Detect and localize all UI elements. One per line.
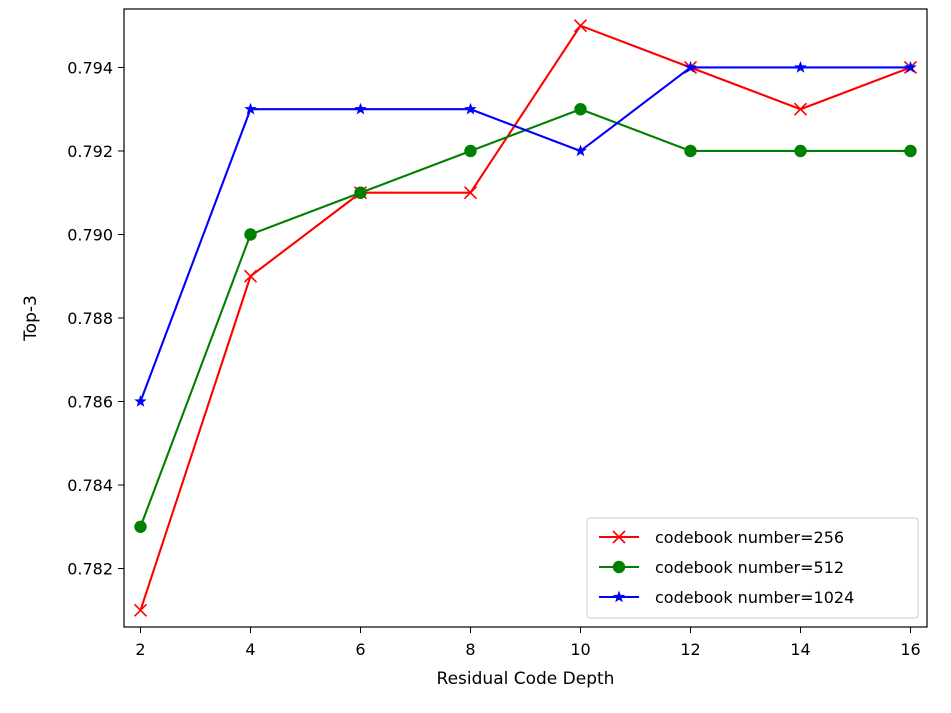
legend-label: codebook number=256 xyxy=(655,528,844,547)
y-tick-label: 0.782 xyxy=(67,560,113,579)
legend: codebook number=256 codebook number=512 co… xyxy=(586,517,919,619)
data-point xyxy=(464,144,477,158)
data-point xyxy=(794,60,807,73)
legend-label: codebook number=512 xyxy=(655,558,844,577)
legend-box xyxy=(586,517,919,619)
data-point xyxy=(794,144,807,158)
x-axis-label: Residual Code Depth xyxy=(437,669,615,689)
data-point xyxy=(573,19,588,33)
legend-label: codebook number=1024 xyxy=(655,588,854,607)
x-tick-label: 16 xyxy=(900,640,920,659)
series-line xyxy=(139,66,911,402)
x-tick-label: 6 xyxy=(355,640,365,659)
data-point xyxy=(904,60,917,73)
legend-item: codebook number=256 xyxy=(599,528,844,547)
x-tick-label: 10 xyxy=(570,640,590,659)
data-point xyxy=(244,228,257,241)
y-tick-label: 0.786 xyxy=(67,393,113,412)
data-point xyxy=(574,103,587,116)
legend-item: codebook number=512 xyxy=(599,558,844,577)
y-tick-label: 0.788 xyxy=(67,309,113,328)
series-lines xyxy=(133,19,918,617)
data-point xyxy=(793,102,808,116)
y-axis-label: Top-3 xyxy=(21,295,41,342)
series-line xyxy=(139,24,911,611)
y-tick-label: 0.794 xyxy=(67,58,113,77)
data-point xyxy=(463,186,478,200)
legend-item: codebook number=1024 xyxy=(599,588,854,607)
data-point xyxy=(354,186,367,199)
data-point xyxy=(133,603,148,617)
legend-marker xyxy=(612,590,626,603)
data-point xyxy=(354,102,367,115)
data-point xyxy=(684,144,697,158)
x-tick-label: 14 xyxy=(790,640,810,659)
data-point xyxy=(134,395,147,407)
legend-marker xyxy=(612,560,626,574)
y-tick-label: 0.790 xyxy=(67,225,113,244)
y-tick-label: 0.792 xyxy=(67,142,113,161)
data-point xyxy=(904,144,917,158)
data-point xyxy=(464,102,477,115)
series-codebook-512 xyxy=(134,103,917,533)
data-point xyxy=(134,520,147,533)
y-tick-label: 0.784 xyxy=(67,476,113,495)
data-point xyxy=(574,144,587,157)
data-point xyxy=(243,269,258,283)
data-point xyxy=(684,60,697,73)
x-tick-label: 4 xyxy=(245,640,255,659)
series-line xyxy=(139,108,911,528)
legend-marker xyxy=(612,530,626,544)
series-codebook-1024 xyxy=(134,60,917,407)
x-tick-label: 8 xyxy=(465,640,475,659)
x-tick-label: 2 xyxy=(135,640,145,659)
data-point xyxy=(244,102,257,115)
axis-ticks: 2 4 6 8 10 12 14 16 0.782 0.784 0.786 0.788 0.790 0.7… xyxy=(67,58,920,659)
x-tick-label: 12 xyxy=(680,640,700,659)
plot-area-frame xyxy=(123,8,928,628)
